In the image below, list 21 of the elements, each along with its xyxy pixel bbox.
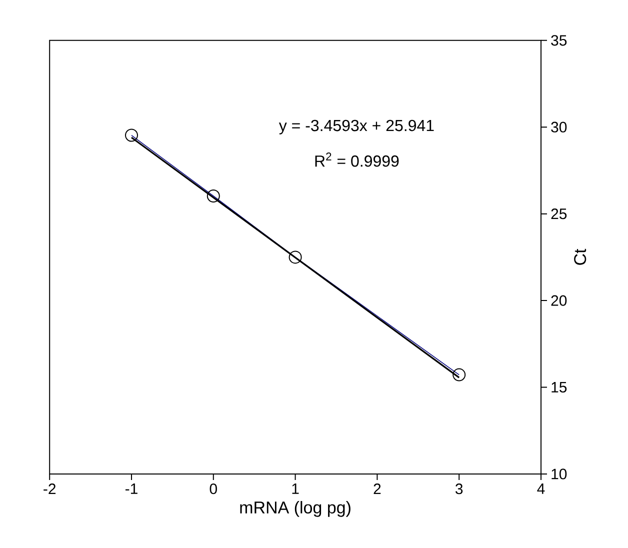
x-tick-label: 3 [455, 484, 463, 494]
x-tick-label: -1 [125, 484, 138, 494]
y-tick-label: 15 [552, 382, 567, 393]
x-tick-label: -2 [44, 484, 56, 494]
x-tick-label: 0 [210, 484, 217, 494]
y-tick-label: 25 [551, 208, 567, 220]
point [452, 368, 466, 382]
point [125, 128, 138, 142]
x-tick-label: 1 [292, 484, 299, 494]
annotation: y = -3.4593x + 25.941 [278, 120, 434, 134]
x-axis-title: mRNA (log pg) [240, 501, 350, 517]
point [206, 189, 220, 202]
x-tick-label: 2 [374, 484, 381, 494]
point [288, 250, 302, 264]
y-tick-label: 10 [552, 468, 567, 480]
y-tick-label: 20 [551, 295, 567, 306]
y-tick-label: 30 [551, 122, 567, 132]
y-tick-label: 35 [551, 35, 567, 46]
x-tick-label: 4 [537, 484, 545, 494]
y-axis-title: Ct [574, 248, 586, 265]
annotation: R$^{2}$ = 0.9999 [315, 152, 399, 167]
